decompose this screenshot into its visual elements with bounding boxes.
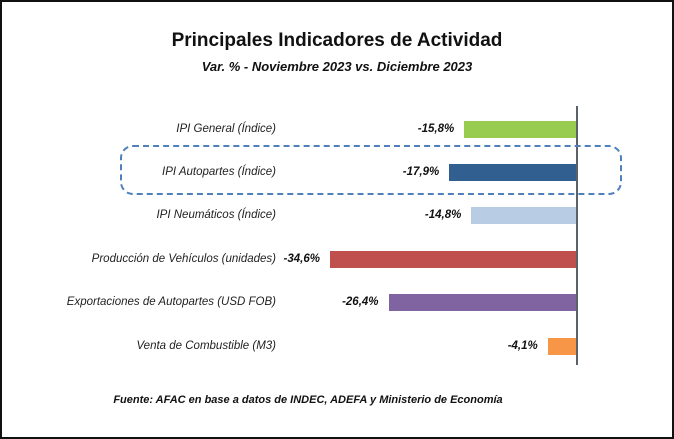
category-label: Venta de Combustible (M3) [136, 339, 276, 352]
category-label: IPI Autopartes (Índice) [162, 165, 276, 178]
bar [547, 337, 577, 355]
value-label: -14,8% [424, 209, 462, 222]
bar [449, 163, 577, 181]
value-label: -15,8% [417, 122, 455, 135]
bar [464, 120, 577, 138]
bar [329, 250, 577, 268]
category-label: Exportaciones de Autopartes (USD FOB) [66, 296, 276, 309]
category-label: IPI Neumáticos (Índice) [156, 209, 276, 222]
chart-title: Principales Indicadores de Actividad [171, 30, 503, 51]
value-label: -17,9% [402, 165, 440, 178]
highlight-box-ipi-autopartes [120, 145, 622, 195]
bar [471, 207, 577, 225]
value-label: -4,1% [507, 339, 538, 352]
category-label: Producción de Vehículos (unidades) [91, 252, 276, 265]
value-label: -26,4% [342, 296, 379, 309]
bar [388, 294, 577, 312]
value-label: -34,6% [283, 252, 320, 265]
axis-baseline [576, 106, 578, 365]
chart-subtitle: Var. % - Noviembre 2023 vs. Diciembre 20… [201, 59, 473, 74]
category-label: IPI General (Índice) [176, 122, 276, 135]
source-note: Fuente: AFAC en base a datos de INDEC, A… [113, 394, 503, 406]
